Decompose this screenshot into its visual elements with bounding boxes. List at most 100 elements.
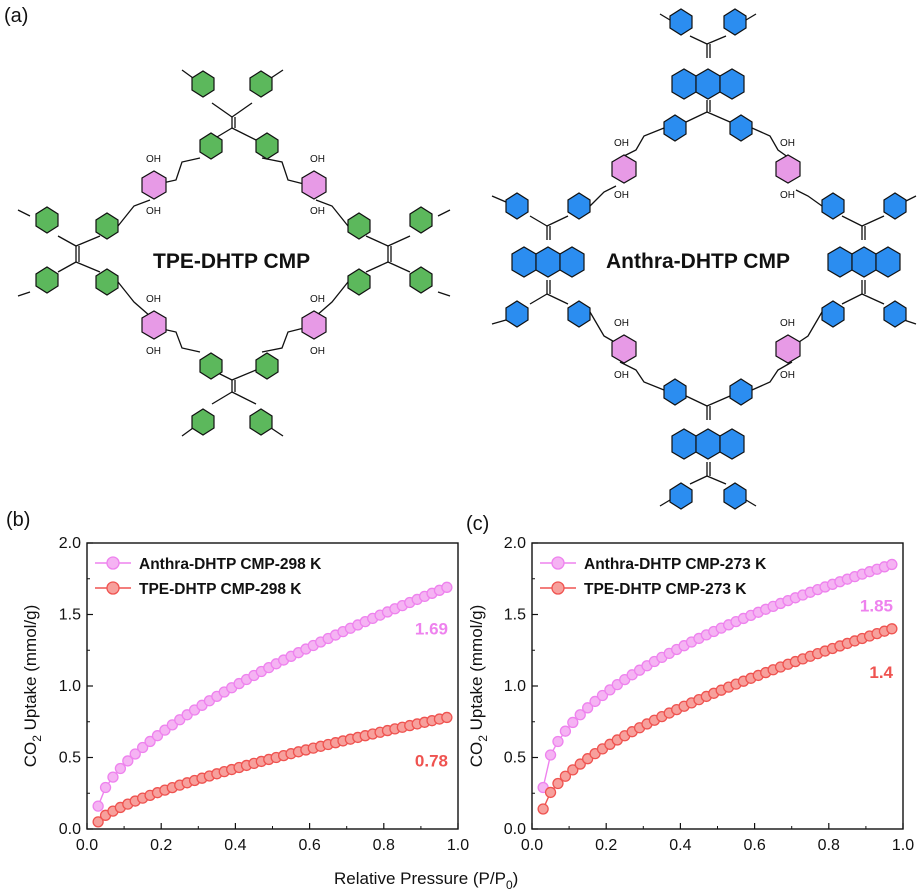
data-point — [107, 771, 119, 783]
x-tick-label: 0.8 — [818, 837, 840, 854]
data-point — [886, 623, 898, 635]
legend-entry: TPE-DHTP CMP-298 K — [95, 581, 302, 598]
y-tick-label: 1.5 — [504, 607, 526, 624]
tpe-hydroxyl-labels: OH OH OH OH OH OH OH OH — [146, 154, 325, 357]
y-tick-label: 1.5 — [59, 607, 81, 624]
data-point — [159, 724, 171, 736]
structure-right-title: Anthra-DHTP CMP — [606, 250, 790, 273]
end-value-label: 1.4 — [869, 663, 893, 682]
y-tick-label: 0.0 — [504, 821, 526, 838]
svg-text:OH: OH — [614, 318, 629, 329]
series-tpe: 1.4 — [537, 623, 898, 815]
svg-text:OH: OH — [780, 138, 795, 149]
legend-entry: TPE-DHTP CMP-273 K — [540, 581, 747, 598]
svg-text:OH: OH — [310, 154, 325, 165]
y-tick-label: 1.0 — [59, 678, 81, 695]
legend-label: Anthra-DHTP CMP-273 K — [584, 556, 767, 573]
data-point — [552, 735, 564, 748]
svg-text:OH: OH — [146, 346, 161, 357]
data-point — [559, 725, 572, 737]
data-point — [552, 777, 564, 790]
data-point — [144, 735, 156, 748]
x-tick-label: 0.4 — [669, 837, 691, 854]
x-tick-label: 0.6 — [298, 837, 320, 854]
series-anthra: 1.85 — [537, 558, 898, 794]
data-point — [582, 702, 594, 714]
series-tpe: 0.78 — [92, 711, 453, 828]
x-tick-label: 0.2 — [595, 837, 617, 854]
end-value-label: 0.78 — [415, 751, 448, 770]
legend-entry: Anthra-DHTP CMP-273 K — [540, 556, 767, 573]
svg-text:OH: OH — [780, 190, 795, 201]
x-tick-label: 0.0 — [521, 837, 543, 854]
structure-anthra-dhtp: OH OH OH OH OH OH OH OH Anthra-DHTP CMP — [491, 8, 917, 510]
x-tick-label: 0.0 — [76, 837, 98, 854]
x-tick-label: 0.2 — [150, 837, 172, 854]
y-tick-label: 2.0 — [59, 535, 81, 552]
x-tick-label: 1.0 — [892, 837, 914, 854]
series-anthra: 1.69 — [92, 581, 453, 812]
data-point — [559, 770, 572, 782]
data-point — [537, 803, 549, 815]
legend-swatch-marker — [551, 581, 565, 595]
legend-swatch-marker — [106, 556, 120, 570]
svg-text:OH: OH — [780, 370, 795, 381]
data-point — [574, 709, 586, 721]
y-tick-label: 2.0 — [504, 535, 526, 552]
panel-label-a: (a) — [4, 5, 28, 27]
anthra-pink-rings — [611, 154, 801, 364]
series-line — [97, 586, 448, 807]
svg-text:OH: OH — [310, 206, 325, 217]
data-point — [567, 764, 579, 776]
y-tick-label: 1.0 — [504, 678, 526, 695]
data-point — [99, 781, 112, 794]
anthra-hydroxyl-labels: OH OH OH OH OH OH OH OH — [614, 138, 795, 381]
end-value-label: 1.69 — [415, 619, 448, 638]
series-line — [542, 628, 893, 810]
structure-left-title: TPE-DHTP CMP — [153, 250, 310, 273]
data-point — [604, 684, 616, 696]
x-tick-label: 1.0 — [447, 837, 469, 854]
tpe-pink-rings — [141, 170, 327, 340]
chart-c: 0.0 0.2 0.4 0.6 0.8 1.0 0.0 0.5 1.0 1.5 2.0 CO2 Upt… — [467, 535, 914, 854]
legend-swatch-marker — [106, 581, 120, 595]
legend-label: TPE-DHTP CMP-273 K — [584, 581, 747, 598]
data-point — [544, 749, 557, 761]
svg-text:OH: OH — [614, 370, 629, 381]
chart-b: 0.0 0.2 0.4 0.6 0.8 1.0 0.0 0.5 1.0 1.5 2.0 CO2 Upt… — [21, 535, 469, 854]
data-point — [574, 758, 586, 770]
svg-text:OH: OH — [614, 190, 629, 201]
data-point — [567, 716, 579, 729]
x-tick-label: 0.8 — [373, 837, 395, 854]
end-value-label: 1.85 — [860, 596, 893, 615]
data-point — [886, 558, 898, 571]
data-point — [441, 711, 453, 724]
svg-text:OH: OH — [310, 294, 325, 305]
legend-swatch-marker — [551, 556, 565, 570]
legend-entry: Anthra-DHTP CMP-298 K — [95, 556, 322, 573]
data-point — [544, 786, 557, 799]
y-tick-label: 0.5 — [504, 750, 526, 767]
svg-text:OH: OH — [310, 346, 325, 357]
shared-x-axis-title: Relative Pressure (P/P0) — [334, 869, 518, 891]
data-point — [114, 762, 127, 775]
data-point — [596, 689, 609, 702]
legend-label: TPE-DHTP CMP-298 K — [139, 581, 302, 598]
tpe-green-rings — [35, 70, 433, 436]
svg-text:OH: OH — [614, 138, 629, 149]
data-point — [151, 730, 164, 742]
anthra-blue-rings — [505, 8, 907, 510]
svg-text:OH: OH — [146, 294, 161, 305]
panel-label-c: (c) — [466, 513, 489, 535]
data-point — [136, 741, 149, 754]
svg-text:OH: OH — [780, 318, 795, 329]
data-point — [441, 581, 453, 593]
data-point — [122, 755, 134, 767]
x-tick-label: 0.4 — [224, 837, 246, 854]
anthra-bonds — [491, 13, 917, 507]
panel-label-b: (b) — [6, 509, 30, 531]
svg-text:OH: OH — [146, 154, 161, 165]
data-point — [589, 695, 601, 708]
y-tick-label: 0.0 — [59, 821, 81, 838]
